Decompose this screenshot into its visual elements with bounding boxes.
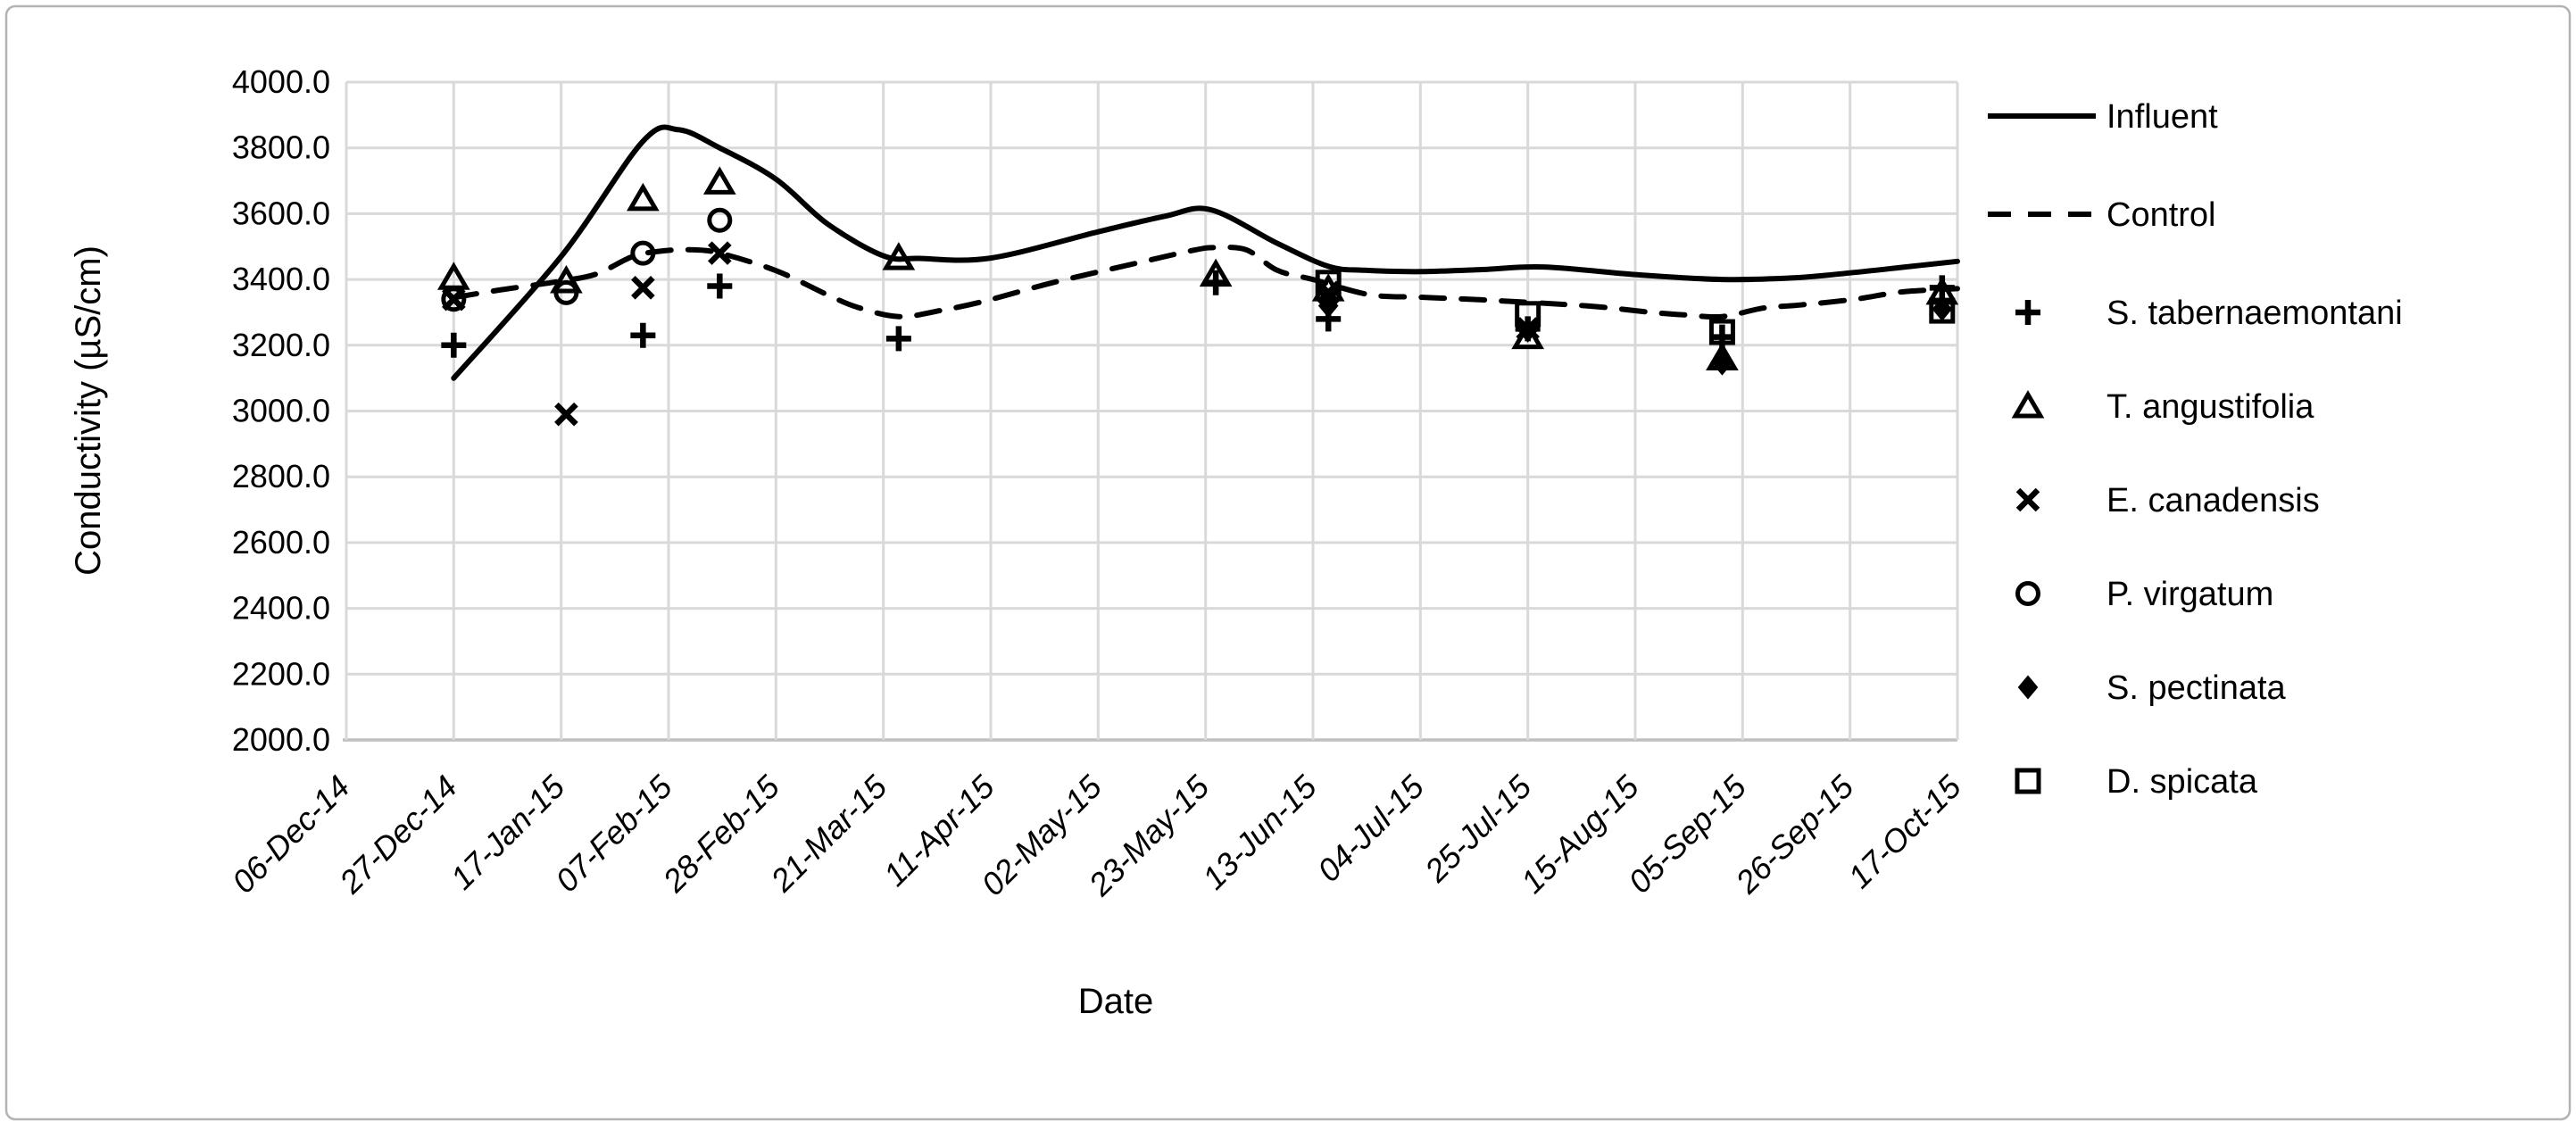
circle-glyph [553,279,579,305]
legend-triangle-icon [2011,390,2045,419]
y-tick-label: 4000.0 [232,63,330,100]
marker-circle [707,207,733,233]
x-glyph [708,241,732,265]
plus-glyph [885,326,911,352]
plus-glyph [441,332,467,358]
diamond-glyph [1712,351,1733,376]
figure-frame [4,4,2572,1121]
scatter-series-square [1315,270,1956,345]
marker-circle [553,279,579,305]
line-series-influent [451,124,1960,381]
y-tick-label: 2600.0 [232,524,330,561]
legend-item-d-spicata: D. spicata [2015,763,2258,801]
marker-plus [441,332,467,358]
marker-plus [707,273,733,299]
y-tick-label: 3600.0 [232,195,330,231]
marker-diamond [1712,351,1733,376]
legend-diamond-icon [2017,675,2039,700]
legend-x-icon [2015,487,2040,512]
legend-square-icon [2015,768,2041,794]
legend-plus-icon [2015,300,2040,325]
x-glyph [631,276,655,300]
circle-glyph [707,207,733,233]
circle-glyph [2015,581,2040,606]
legend-item-influent: Influent [1988,98,2218,136]
x-glyph [2015,487,2040,512]
y-tick-label: 3400.0 [232,261,330,297]
legend-label: Influent [2107,98,2218,136]
legend-label: T. angustifolia [2107,388,2314,426]
triangle-glyph [1199,258,1233,287]
legend-label: P. virgatum [2107,576,2273,613]
triangle-glyph [882,242,916,270]
marker-triangle [1199,258,1233,287]
x-axis-title: Date [1078,982,1154,1021]
y-tick-label: 2000.0 [232,721,330,758]
diamond-glyph [2017,675,2039,700]
legend-item-s-tabernaemontani: S. tabernaemontani [2015,295,2403,332]
legend-label: S. pectinata [2107,669,2287,707]
plus-glyph [2015,300,2040,325]
circle-glyph [441,287,467,312]
y-tick-label: 3800.0 [232,129,330,166]
square-glyph [2015,768,2041,794]
marker-x [554,402,578,427]
marker-plus [630,322,656,348]
legend-item-s-pectinata: S. pectinata [2017,669,2287,707]
y-tick-label: 2400.0 [232,590,330,627]
legend-label: D. spicata [2107,763,2258,801]
marker-triangle [882,242,916,270]
square-glyph [1315,270,1342,296]
y-tick-label: 3200.0 [232,327,330,363]
line-series-control [451,245,1960,320]
legend-item-p-virgatum: P. virgatum [2015,576,2273,613]
marker-diamond [1317,294,1339,319]
marker-triangle [702,166,736,195]
y-axis-title: Conductivity (µS/cm) [69,245,108,576]
y-tick-label: 2200.0 [232,655,330,692]
marker-circle [441,287,467,312]
marker-square [1929,297,1956,324]
triangle-glyph [702,166,736,195]
marker-triangle [626,182,660,212]
legend-label: E. canadensis [2107,482,2320,519]
circle-glyph [630,240,656,266]
marker-triangle [550,264,583,294]
legend-label: S. tabernaemontani [2107,295,2403,332]
triangle-glyph [550,264,583,294]
legend-item-e-canadensis: E. canadensis [2015,482,2320,519]
triangle-glyph [626,182,660,212]
legend: Influent Control S. tabernaemontani T. angu… [1988,98,2403,801]
marker-x [708,241,732,265]
plus-glyph [630,322,656,348]
marker-x [631,276,655,300]
legend-item-t-angustifolia: T. angustifolia [2011,388,2314,426]
legend-label: Control [2107,196,2216,234]
marker-square [1708,319,1735,345]
marker-square [1515,301,1541,328]
x-glyph [554,402,578,427]
data-series [436,124,1960,427]
y-tick-label: 2800.0 [232,458,330,494]
scatter-series-circle [441,207,733,312]
plus-glyph [707,273,733,299]
triangle-glyph [2011,390,2045,419]
legend-circle-icon [2015,581,2040,606]
square-glyph [1515,301,1541,328]
square-glyph [1929,297,1956,324]
square-glyph [1708,319,1735,345]
y-tick-label: 3000.0 [232,393,330,429]
diamond-glyph [1317,294,1339,319]
legend-item-control: Control [1988,196,2216,234]
marker-circle [630,240,656,266]
marker-plus [885,326,911,352]
marker-square [1315,270,1342,296]
